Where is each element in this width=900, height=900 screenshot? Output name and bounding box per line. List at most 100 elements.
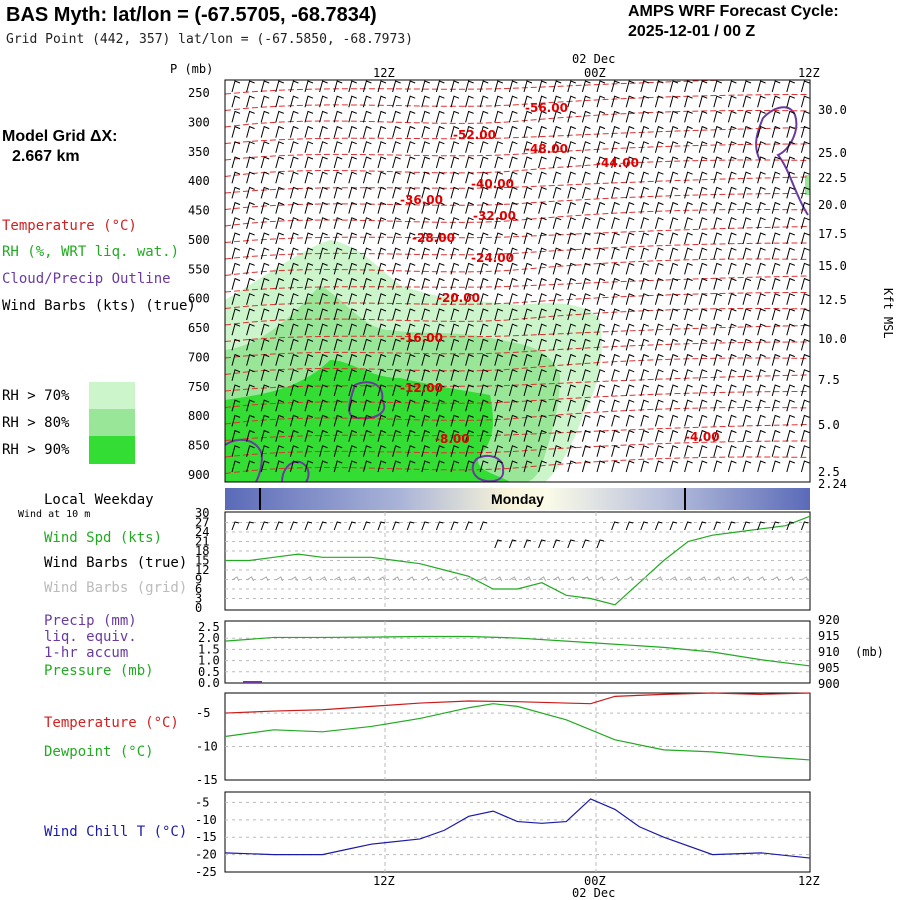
wind-barb — [260, 445, 270, 457]
wind-barb — [392, 95, 401, 108]
wind-barb — [362, 125, 372, 138]
wind-barb — [727, 232, 737, 245]
wind-barb — [333, 277, 343, 290]
wind-barb-true — [771, 521, 780, 531]
wind-barb — [304, 369, 314, 381]
wind-barb — [611, 201, 620, 214]
wind-barb — [596, 201, 606, 214]
wind-barb — [669, 80, 679, 93]
wind-barb — [289, 80, 299, 93]
wind-barb — [508, 125, 518, 138]
wind-barb — [304, 95, 314, 108]
wind-barb — [669, 293, 679, 305]
wind-barb — [552, 80, 562, 93]
wind-barb — [611, 171, 620, 184]
wind-barb — [567, 95, 576, 108]
wind-barb — [567, 217, 576, 229]
wind-barb — [611, 217, 620, 229]
wind-barb — [800, 277, 810, 290]
wind-barb — [406, 460, 416, 473]
wind-barb — [611, 429, 620, 442]
wind-barb — [392, 262, 401, 275]
wind-barb — [362, 110, 372, 123]
wind-barb — [319, 445, 328, 457]
wind-barb — [684, 217, 693, 229]
wind-barb — [771, 201, 781, 214]
wind-barb — [362, 308, 372, 321]
wind-barb — [494, 232, 503, 245]
wind-barb — [611, 460, 620, 473]
wind-barb — [348, 262, 357, 275]
temperature-contour-label: -32.00 — [473, 209, 516, 223]
wind-barb — [479, 414, 489, 427]
wind-barb-grid — [611, 576, 620, 582]
wind-barb — [435, 247, 445, 260]
wind-barb — [523, 399, 533, 412]
wind-barb — [275, 338, 284, 351]
wind-barb — [246, 445, 255, 457]
wind-barb-true — [479, 521, 488, 531]
wind-barb-true — [348, 521, 356, 531]
wind-barb — [333, 201, 343, 214]
wind-barb — [435, 262, 445, 275]
wind-barb — [231, 384, 241, 397]
wind-barb — [304, 277, 314, 290]
wind-barb — [508, 141, 518, 153]
wind-barb — [640, 414, 649, 427]
wind-barb — [333, 384, 343, 397]
precip-pressure-panel — [224, 620, 811, 684]
wind-barb — [246, 247, 255, 260]
wind-barb — [231, 247, 241, 260]
temperature-tick: -15 — [196, 773, 218, 787]
precip-tick: 2.0 — [198, 631, 220, 645]
wind-barb — [435, 414, 445, 427]
wind-barb — [698, 308, 708, 321]
wind-barb-true — [786, 521, 794, 531]
wind-barb — [800, 156, 810, 169]
wind-barb — [771, 445, 781, 457]
wind-barb — [698, 277, 708, 290]
wind-barb — [333, 141, 343, 153]
wind-barb — [289, 201, 299, 214]
wind-barb — [713, 429, 722, 442]
time-tick-top: 00Z — [584, 66, 606, 80]
wind-barb — [523, 141, 533, 153]
wind-barb — [713, 445, 722, 457]
wind-barb — [771, 384, 781, 397]
temperature-contour-label: -28.00 — [412, 231, 455, 245]
wind-barb — [727, 414, 737, 427]
wind-barb — [538, 308, 547, 321]
wind-barb — [567, 125, 576, 138]
wind-barb — [421, 110, 430, 123]
wind-barb — [669, 308, 679, 321]
wind-barb — [465, 186, 474, 199]
wind-barb — [581, 125, 591, 138]
wind-barb — [392, 399, 401, 412]
wind-barb — [596, 80, 606, 93]
wind-barb — [435, 110, 445, 123]
wind-barb — [727, 445, 737, 457]
wind-barb — [406, 414, 416, 427]
wind-barb — [684, 186, 693, 199]
wind-barb — [742, 277, 752, 290]
wind-barb — [669, 262, 679, 275]
wind-barb — [640, 369, 649, 381]
wind-barb — [289, 141, 299, 153]
wind-barb-true — [319, 521, 327, 531]
wind-barb — [538, 232, 547, 245]
wind-barb — [377, 323, 387, 336]
wind-barb — [304, 217, 314, 229]
wind-barb — [654, 110, 664, 123]
wind-barb — [757, 95, 766, 108]
wind-barb — [508, 232, 518, 245]
wind-barb — [786, 277, 795, 290]
wind-barb — [508, 429, 518, 442]
wind-barb — [581, 323, 591, 336]
temperature-contour-line — [225, 406, 810, 425]
wind-barb — [800, 384, 810, 397]
wind-barb — [377, 338, 387, 351]
wind-barb — [713, 369, 722, 381]
temperature-line — [224, 692, 811, 714]
wind-barb — [727, 110, 737, 123]
wind-barb — [684, 353, 693, 366]
